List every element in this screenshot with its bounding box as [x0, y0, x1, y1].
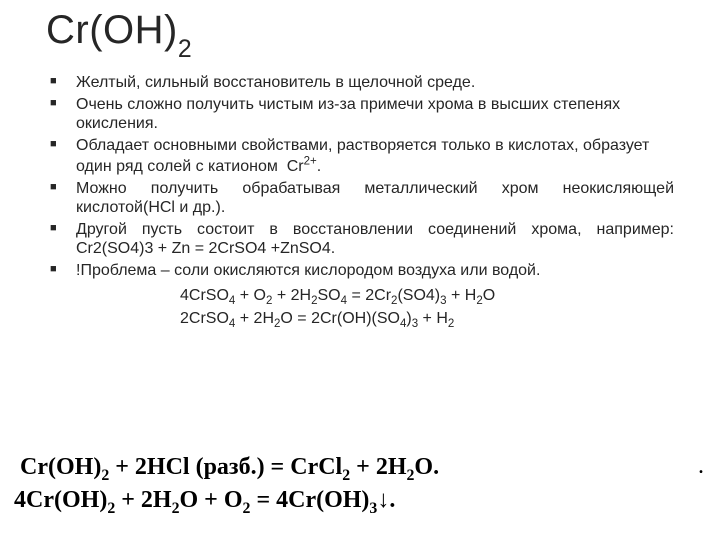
bullet-item: !Проблема – соли окисляются кислородом в…: [50, 261, 674, 281]
equation-line: 2CrSO4 + 2H2O = 2Cr(OH)(SO4)3 + H2: [180, 309, 674, 332]
title-subscript: 2: [178, 36, 192, 63]
bullet-text: Очень сложно получить чистым из-за приме…: [76, 96, 620, 133]
reaction-line: Cr(OH)2 + 2HCl (разб.) = CrCl2 + 2H2O.: [14, 453, 706, 485]
slide: Cr(OH)2 Желтый, сильный восстановитель в…: [0, 0, 720, 540]
reaction-equations: . Cr(OH)2 + 2HCl (разб.) = CrCl2 + 2H2O.…: [10, 451, 710, 522]
bullet-item: Другой пусть состоит в восстановлении со…: [50, 220, 674, 259]
equation-block: 4CrSO4 + O2 + 2H2SO4 = 2Cr2(SO4)3 + H2O …: [180, 286, 674, 331]
bullet-list: Желтый, сильный восстановитель в щелочно…: [50, 73, 674, 280]
reaction-line: 4Cr(OH)2 + 2H2O + O2 = 4Cr(OH)3↓.: [14, 486, 706, 518]
bullet-item: Можно получить обрабатывая металлический…: [50, 179, 674, 218]
bullet-text: !Проблема – соли окисляются кислородом в…: [76, 262, 540, 279]
bullet-text: Другой пусть состоит в восстановлении со…: [76, 221, 674, 258]
slide-title: Cr(OH)2: [46, 8, 674, 59]
bullet-item: Желтый, сильный восстановитель в щелочно…: [50, 73, 674, 93]
bullet-text: Желтый, сильный восстановитель в щелочно…: [76, 74, 475, 91]
equation-line: 4CrSO4 + O2 + 2H2SO4 = 2Cr2(SO4)3 + H2O: [180, 286, 674, 309]
bullet-text: Обладает основными свойствами, растворяе…: [76, 137, 649, 176]
bullet-text: Можно получить обрабатывая металлический…: [76, 180, 674, 217]
trailing-dot: .: [698, 453, 704, 480]
bullet-item: Обладает основными свойствами, растворяе…: [50, 136, 674, 177]
bullet-item: Очень сложно получить чистым из-за приме…: [50, 95, 674, 134]
title-base: Cr(OH): [46, 8, 178, 52]
